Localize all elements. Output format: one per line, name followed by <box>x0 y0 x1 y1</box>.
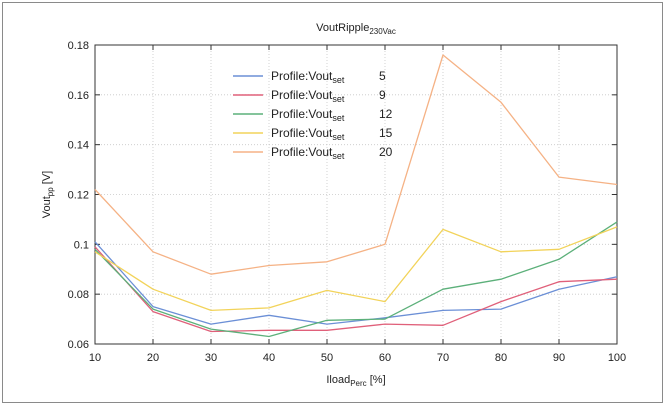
x-tick-label: 60 <box>379 352 391 364</box>
legend-label: Profile:Voutset <box>271 126 345 142</box>
legend-label-sub: set <box>332 75 345 85</box>
legend-series-name: 20 <box>379 145 393 159</box>
x-tick-label: 10 <box>89 352 101 364</box>
x-axis-label-main: Iload <box>326 374 350 386</box>
legend-label-sub: set <box>332 132 345 142</box>
legend-series-name: 12 <box>379 107 393 121</box>
x-tick-label: 40 <box>263 352 275 364</box>
x-axis-label-sub: Perc <box>350 379 366 388</box>
x-tick-label: 90 <box>553 352 565 364</box>
chart-title: VoutRipple230Vac <box>316 22 396 36</box>
chart-title-sub: 230Vac <box>369 27 396 36</box>
y-axis-label-suffix: [V] <box>41 171 53 188</box>
y-tick-label: 0.1 <box>74 239 89 251</box>
legend-item-12: Profile:Voutset 12 <box>233 107 393 123</box>
axis-ticks: 10 20 30 40 50 60 70 80 90 100 0.06 0.08 0.1 0.12 0.14… <box>68 40 627 364</box>
grid <box>94 44 618 345</box>
chart-title-main: VoutRipple <box>316 22 369 34</box>
legend-series-name: 5 <box>379 69 386 83</box>
y-axis-label-sub: pp <box>46 187 55 196</box>
legend-label-main: Profile:Vout <box>271 88 333 102</box>
x-tick-label: 80 <box>495 352 507 364</box>
x-tick-label: 70 <box>437 352 449 364</box>
y-axis-label: Voutpp [V] <box>41 171 55 218</box>
y-tick-label: 0.06 <box>68 339 89 351</box>
legend-series-name: 9 <box>379 88 386 102</box>
series-line-12 <box>94 221 618 338</box>
chart-frame <box>2 2 663 403</box>
legend-item-15: Profile:Voutset 15 <box>233 126 393 142</box>
legend-label-sub: set <box>332 151 345 161</box>
x-tick-label: 100 <box>608 352 626 364</box>
y-axis-label-main: Vout <box>41 196 53 218</box>
x-axis-label: IloadPerc [%] <box>326 374 385 388</box>
series-line-5 <box>94 241 618 325</box>
legend-label-main: Profile:Vout <box>271 107 333 121</box>
x-tick-label: 50 <box>321 352 333 364</box>
legend-label-sub: set <box>332 94 345 104</box>
legend-item-5: Profile:Voutset 5 <box>233 69 386 85</box>
y-tick-label: 0.18 <box>68 40 89 52</box>
x-tick-label: 20 <box>147 352 159 364</box>
series-line-20 <box>94 54 618 275</box>
y-tick-label: 0.12 <box>68 190 89 202</box>
y-tick-label: 0.16 <box>68 90 89 102</box>
y-tick-label: 0.14 <box>68 140 89 152</box>
legend-label: Profile:Voutset <box>271 69 345 85</box>
x-axis-label-suffix: [%] <box>367 374 386 386</box>
legend-label-main: Profile:Vout <box>271 145 333 159</box>
legend-label: Profile:Voutset <box>271 107 345 123</box>
legend-label-sub: set <box>332 113 345 123</box>
series-line-15 <box>94 226 618 312</box>
legend-item-20: Profile:Voutset 20 <box>233 145 393 161</box>
legend-label-main: Profile:Vout <box>271 126 333 140</box>
series-lines <box>94 54 618 338</box>
legend-series-name: 15 <box>379 126 393 140</box>
legend-label: Profile:Voutset <box>271 88 345 104</box>
y-tick-label: 0.08 <box>68 289 89 301</box>
legend-label-main: Profile:Vout <box>271 69 333 83</box>
legend-label: Profile:Voutset <box>271 145 345 161</box>
x-tick-label: 30 <box>205 352 217 364</box>
legend-item-9: Profile:Voutset 9 <box>233 88 386 104</box>
series-line-9 <box>94 246 618 333</box>
